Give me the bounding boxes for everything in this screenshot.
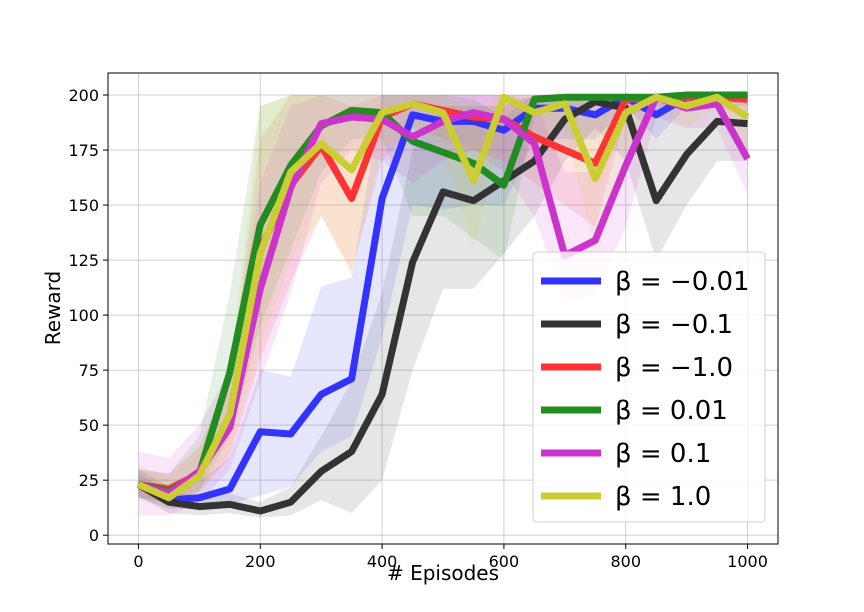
y-axis-label: Reward xyxy=(41,271,65,345)
x-tick-label: 1000 xyxy=(727,552,768,571)
legend-label: β = −0.1 xyxy=(615,310,733,340)
x-tick-label: 400 xyxy=(367,552,398,571)
x-tick-label: 800 xyxy=(610,552,641,571)
y-tick-label: 0 xyxy=(89,526,99,545)
legend-label: β = 1.0 xyxy=(615,482,711,512)
legend-label: β = −0.01 xyxy=(615,267,750,297)
legend: β = −0.01 β = −0.1 β = −1.0 β = 0.01 β = 0.1… xyxy=(532,251,766,523)
y-tick-label: 25 xyxy=(79,471,99,490)
y-tick-label: 50 xyxy=(79,416,99,435)
axis-ticks: 0 200 400 600 800 1000 0 25 50 75 100 125 150 175 200 xyxy=(68,86,767,571)
band-series-1 xyxy=(138,95,748,518)
x-axis-label: # Episodes xyxy=(387,561,499,585)
legend-label: β = 0.01 xyxy=(615,396,728,426)
x-tick-label: 200 xyxy=(245,552,276,571)
y-tick-label: 175 xyxy=(68,141,99,160)
x-tick-label: 0 xyxy=(133,552,143,571)
series-lines xyxy=(136,91,751,515)
plot-area-frame xyxy=(107,72,779,545)
y-tick-label: 150 xyxy=(68,196,99,215)
band-series-0 xyxy=(138,95,748,509)
y-tick-label: 200 xyxy=(68,86,99,105)
band-series-4 xyxy=(138,95,748,516)
y-tick-label: 125 xyxy=(68,251,99,270)
legend-label: β = 0.1 xyxy=(615,439,711,469)
y-tick-label: 100 xyxy=(68,306,99,325)
x-tick-label: 600 xyxy=(489,552,520,571)
legend-label: β = −1.0 xyxy=(615,353,733,383)
y-tick-label: 75 xyxy=(79,361,99,380)
